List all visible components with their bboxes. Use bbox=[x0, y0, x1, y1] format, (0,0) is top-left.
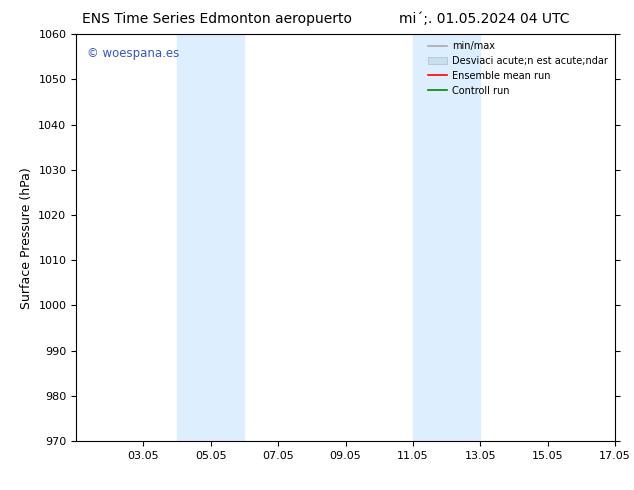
Legend: min/max, Desviaci acute;n est acute;ndar, Ensemble mean run, Controll run: min/max, Desviaci acute;n est acute;ndar… bbox=[424, 37, 612, 99]
Text: mi´;. 01.05.2024 04 UTC: mi´;. 01.05.2024 04 UTC bbox=[399, 12, 570, 26]
Bar bbox=[177, 34, 245, 441]
Text: ENS Time Series Edmonton aeropuerto: ENS Time Series Edmonton aeropuerto bbox=[82, 12, 353, 26]
Y-axis label: Surface Pressure (hPa): Surface Pressure (hPa) bbox=[20, 167, 33, 309]
Text: © woespana.es: © woespana.es bbox=[87, 47, 179, 59]
Bar bbox=[413, 34, 481, 441]
